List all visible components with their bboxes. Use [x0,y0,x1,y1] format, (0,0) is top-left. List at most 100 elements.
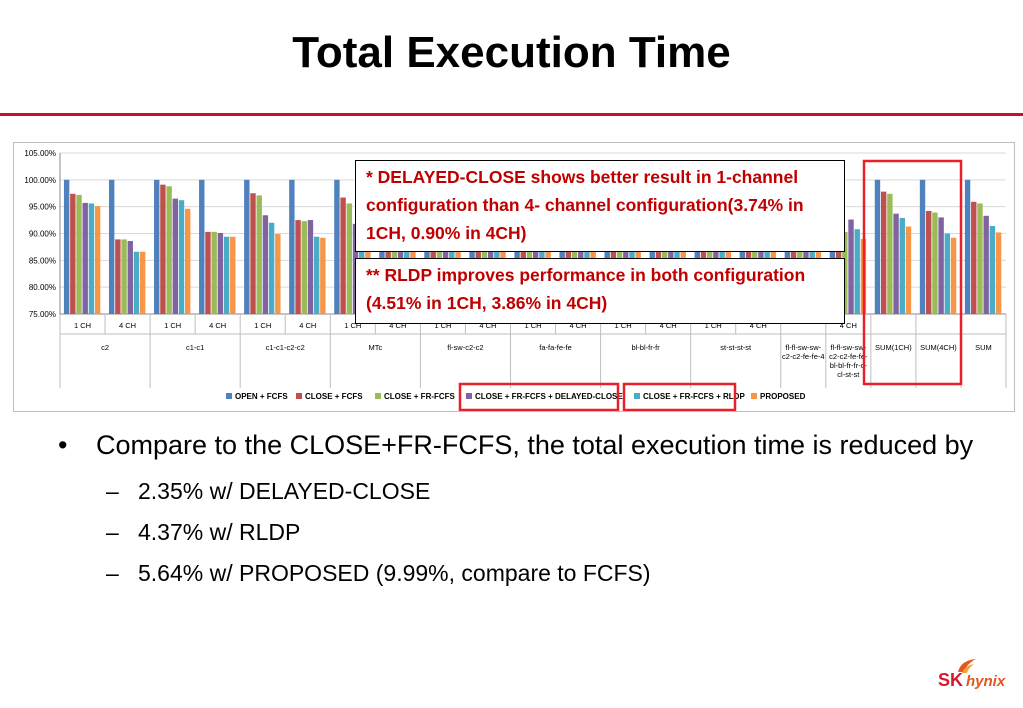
bar [526,198,533,314]
bar [250,193,256,314]
bar [94,206,101,314]
x-tick-label: 4 CH [299,321,316,330]
x-tick-label: 4 CH [660,321,677,330]
bar [166,186,172,314]
sub-bullet: –2.35% w/ DELAYED-CLOSE [58,471,978,512]
bullet-list: • Compare to the CLOSE+FR-FCFS, the tota… [58,426,978,594]
group-label: cl-st-st [837,370,860,379]
bar [115,239,121,314]
bar [211,231,217,314]
legend-label: PROPOSED [760,392,806,401]
x-tick-label: 1 CH [254,321,271,330]
bar [230,236,236,314]
bar [430,195,436,314]
bar [977,203,983,314]
group-label: SUM(4CH) [920,343,957,352]
bar [436,198,443,314]
legend-swatch [466,393,472,399]
y-tick-label: 100.00% [24,176,56,185]
sub-bullet-list: –2.35% w/ DELAYED-CLOSE –4.37% w/ RLDP –… [58,471,978,594]
legend-swatch [226,393,232,399]
bar [160,184,166,314]
bar [76,194,82,314]
bar [178,200,185,314]
bar [199,179,205,314]
group-label: SUM [975,343,992,352]
bar [919,179,926,314]
callout-delayed-close: * DELAYED-CLOSE shows better result in 1… [355,160,845,252]
bar [127,241,133,314]
bar [223,236,230,314]
bar [854,229,860,314]
bar [320,237,326,314]
group-label: fl-sw-c2-c2 [447,343,483,352]
x-tick-label: 4 CH [570,321,587,330]
group-label: c2-c2-fe-fe- [829,352,868,361]
bar [887,193,893,314]
bar [995,232,1002,314]
bar [289,179,295,314]
bar [971,201,977,314]
bar [108,179,115,314]
sub-bullet: –4.37% w/ RLDP [58,512,978,553]
y-tick-label: 80.00% [29,283,56,292]
x-tick-label: 1 CH [705,321,722,330]
y-tick-label: 85.00% [29,256,56,265]
bar [944,233,951,314]
legend-swatch [375,393,381,399]
bar [70,193,76,314]
bar [797,198,803,314]
bar [154,179,160,314]
dash-icon: – [106,560,119,586]
title-divider [0,113,1023,116]
group-label: c1-c1-c2-c2 [266,343,305,352]
bar [262,215,269,314]
butterfly-icon [958,659,976,673]
highlight-box-rldp [622,382,737,411]
bar [893,213,899,314]
y-tick-label: 75.00% [29,310,56,319]
slide-title: Total Execution Time [292,28,731,77]
x-tick-label: 1 CH [164,321,181,330]
legend-swatch [634,393,640,399]
bar [899,217,905,314]
x-tick-label: 4 CH [750,321,767,330]
bullet-dot-icon: • [58,430,68,460]
bar [63,179,70,314]
bar [121,239,127,314]
bar [346,203,353,314]
legend-swatch [751,393,757,399]
bullet-main-text: Compare to the CLOSE+FR-FCFS, the total … [96,430,974,460]
group-label: bl-bl-fr-fr-c- [830,361,868,370]
x-tick-label: 4 CH [479,321,496,330]
legend-label: CLOSE + FR-FCFS + DELAYED-CLOSE [475,392,623,401]
logo-sk-text: SK [938,670,964,690]
group-label: fl-fl-sw-sw- [830,343,866,352]
legend-label: CLOSE + FR-FCFS [384,392,456,401]
sub-bullet: –5.64% w/ PROPOSED (9.99%, compare to FC… [58,553,978,594]
x-tick-label: 4 CH [840,321,857,330]
bar [172,198,179,314]
bar [256,195,262,314]
bar [926,210,932,314]
bar [295,220,301,314]
bar [700,195,707,314]
highlight-box-sum [862,159,963,386]
group-label: fa-fa-fe-fe [539,343,572,352]
bar [616,198,623,314]
group-label: fl-fl-sw-sw- [785,343,821,352]
bar [301,221,307,314]
dash-icon: – [106,519,119,545]
bar [950,237,957,314]
bar [340,197,346,314]
x-tick-label: 4 CH [209,321,226,330]
y-tick-label: 105.00% [24,149,56,158]
bar [520,195,526,314]
bar [307,220,314,314]
bar [610,195,617,314]
legend-swatch [296,393,302,399]
highlight-box-delayed-close [458,382,620,411]
sub-bullet-text: 4.37% w/ RLDP [138,519,301,545]
x-tick-label: 4 CH [119,321,136,330]
y-tick-label: 90.00% [29,230,56,239]
